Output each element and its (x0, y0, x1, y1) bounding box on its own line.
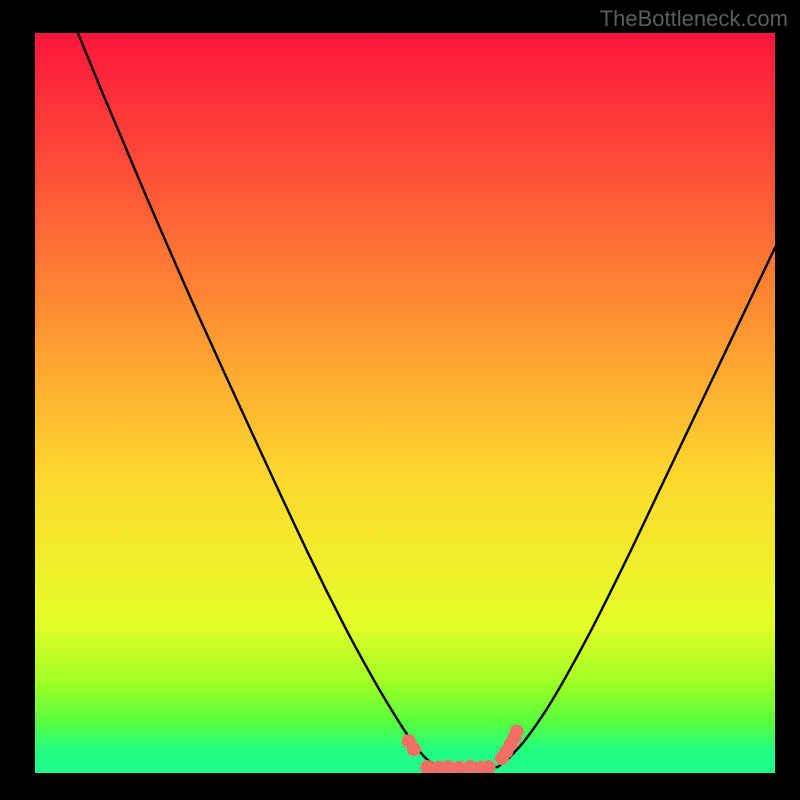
plot-svg (35, 33, 775, 773)
image-root: TheBottleneck.com (0, 0, 800, 800)
plot-area (35, 33, 775, 773)
gradient-background (35, 33, 775, 773)
baseline-band (35, 766, 775, 773)
valley-dot-right (510, 725, 524, 739)
valley-dot-left (407, 742, 421, 756)
watermark-text: TheBottleneck.com (600, 6, 788, 32)
